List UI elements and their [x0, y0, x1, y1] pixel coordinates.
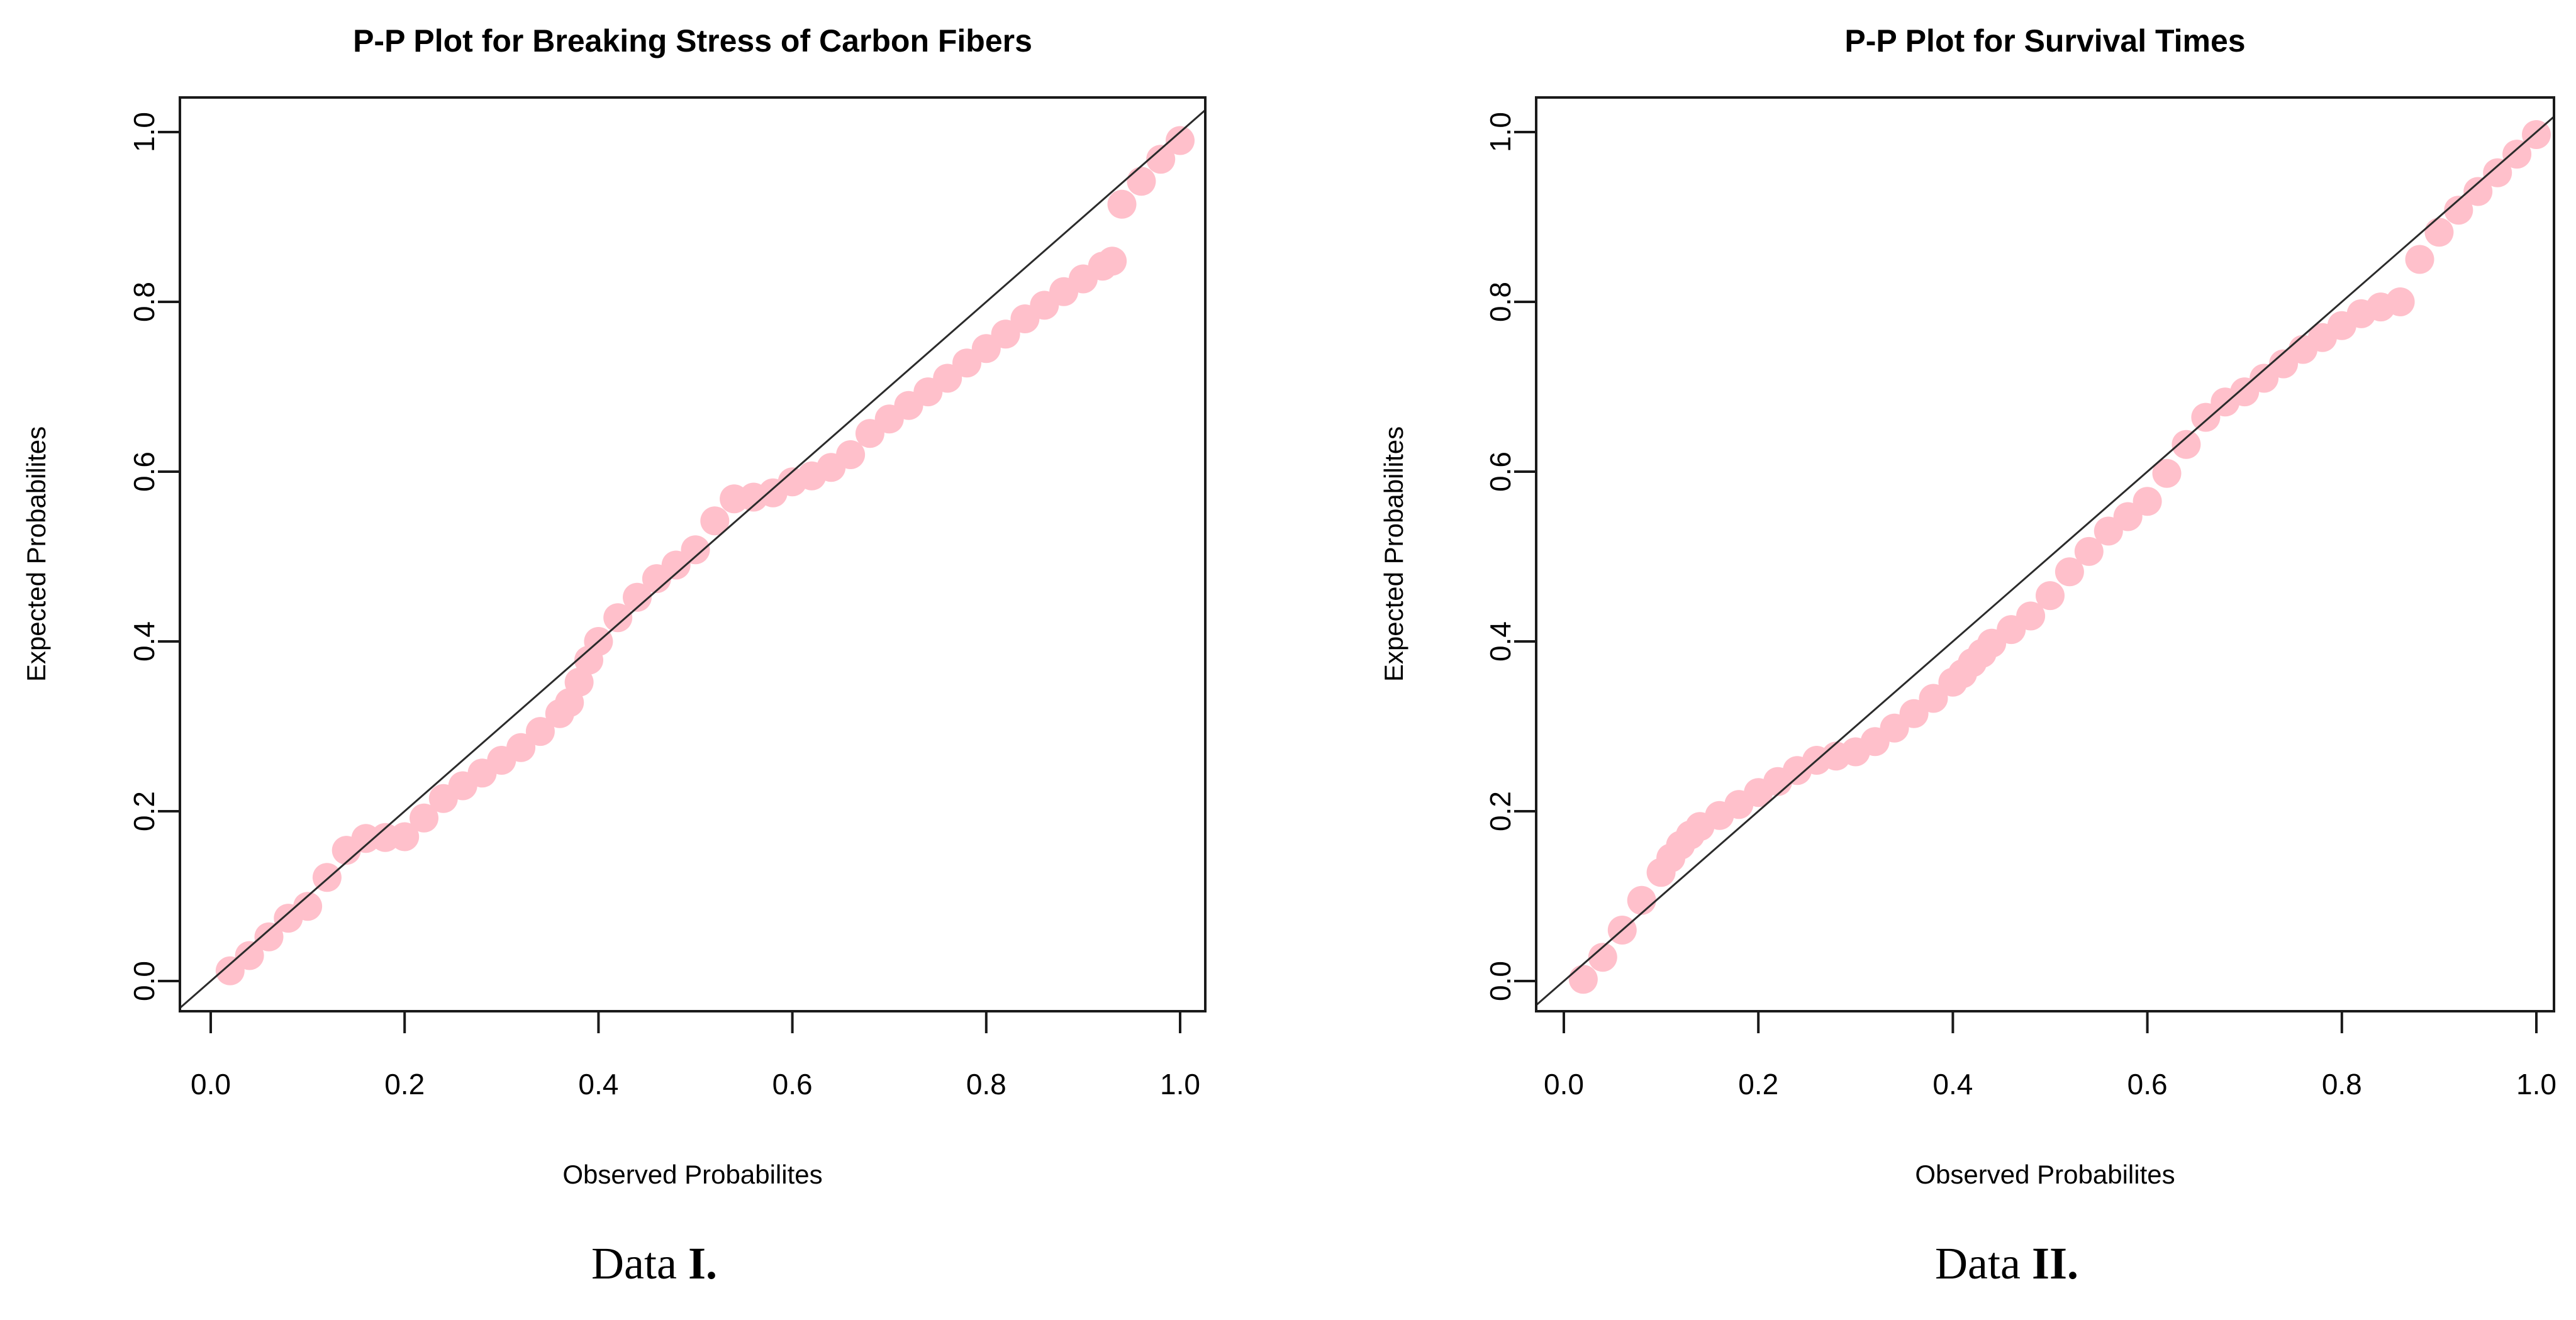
data-point: [235, 941, 264, 970]
data-point: [2152, 458, 2182, 488]
data-point: [293, 892, 323, 921]
data-point: [2074, 536, 2104, 566]
data-point: [836, 440, 866, 469]
data-point: [2016, 601, 2046, 631]
data-point: [215, 956, 245, 985]
data-point: [2424, 218, 2454, 247]
data-point: [410, 803, 438, 833]
x-axis: 0.0 0.2 0.4 0.6 0.8 1.0: [1544, 1011, 2556, 1101]
x-axis-label: Observed Probabilites: [1915, 1160, 2175, 1189]
x-tick-label: 0.2: [1738, 1068, 1778, 1101]
pp-plot-survival-times: 0.0 0.2 0.4 0.6 0.8 1.0 0.0 0.2 0.4 0.6 0.8 1.0 P-…: [1379, 23, 2556, 1189]
data-point: [2483, 158, 2512, 187]
data-point: [661, 550, 691, 580]
scatter-points-left: [215, 126, 1195, 985]
data-point: [2444, 196, 2473, 225]
y-tick-label: 0.6: [128, 452, 160, 492]
y-tick-label: 0.4: [1484, 621, 1517, 662]
data-point: [1588, 943, 1617, 972]
plot-box: [179, 96, 1207, 1012]
y-tick-label: 0.8: [128, 282, 160, 322]
caption-word: Data: [591, 1238, 677, 1289]
plot-title: P-P Plot for Breaking Stress of Carbon F…: [353, 23, 1032, 58]
scatter-points-right: [1568, 120, 2551, 994]
data-point: [1107, 189, 1137, 219]
data-point: [2522, 120, 2551, 149]
data-point: [700, 506, 730, 536]
y-tick-label: 0.6: [1484, 452, 1517, 492]
y-tick-label: 1.0: [128, 112, 160, 152]
y-tick-label: 0.2: [128, 791, 160, 831]
y-tick-label: 1.0: [1484, 112, 1517, 152]
x-tick-label: 0.8: [966, 1068, 1006, 1101]
caption-word: Data: [1935, 1238, 2021, 1289]
data-point: [390, 822, 420, 851]
x-tick-label: 0.8: [2322, 1068, 2362, 1101]
y-tick-label: 0.0: [128, 961, 160, 1001]
y-tick-label: 0.8: [1484, 282, 1517, 322]
x-axis-label: Observed Probabilites: [562, 1160, 822, 1189]
y-tick-label: 0.2: [1484, 791, 1517, 831]
data-point: [1899, 699, 1929, 728]
y-tick-label: 0.0: [1484, 961, 1517, 1001]
data-point: [1568, 965, 1598, 994]
x-tick-label: 0.4: [1932, 1068, 1973, 1101]
data-point: [525, 717, 555, 746]
data-point: [1146, 145, 1176, 174]
data-point: [506, 733, 536, 762]
y-axis-label: Expected Probabilites: [21, 426, 51, 682]
data-point: [933, 363, 962, 393]
caption-data-1: Data I.: [0, 1238, 1308, 1307]
plot-box: [1535, 96, 2555, 1012]
data-point: [254, 922, 284, 951]
data-point: [1627, 885, 1656, 915]
y-axis: 0.0 0.2 0.4 0.6 0.8 1.0: [128, 112, 180, 1001]
x-tick-label: 0.4: [578, 1068, 618, 1101]
data-point: [1127, 167, 1156, 196]
data-point: [1098, 247, 1127, 276]
caption-numeral: I.: [688, 1238, 717, 1289]
data-point: [2133, 487, 2162, 516]
pp-plot-breaking-stress: 0.0 0.2 0.4 0.6 0.8 1.0 0.0 0.2 0.4 0.6 0.8 1.0 P-…: [21, 23, 1207, 1189]
data-point: [681, 535, 710, 565]
x-tick-label: 1.0: [1160, 1068, 1200, 1101]
data-point: [2463, 177, 2493, 206]
data-point: [2191, 402, 2221, 432]
data-point: [2405, 245, 2434, 274]
y-tick-label: 0.4: [128, 621, 160, 662]
plot-title: P-P Plot for Survival Times: [1844, 23, 2245, 58]
x-axis: 0.0 0.2 0.4 0.6 0.8 1.0: [191, 1011, 1200, 1101]
x-tick-label: 0.6: [772, 1068, 813, 1101]
identity-line: [179, 109, 1206, 1009]
data-point: [2172, 430, 2201, 459]
y-axis: 0.0 0.2 0.4 0.6 0.8 1.0: [1484, 112, 1536, 1001]
x-tick-label: 1.0: [2516, 1068, 2556, 1101]
data-point: [2113, 502, 2143, 531]
x-tick-label: 0.0: [1544, 1068, 1584, 1101]
data-point: [1166, 126, 1195, 155]
y-axis-label: Expected Probabilites: [1379, 426, 1408, 682]
x-tick-label: 0.0: [191, 1068, 231, 1101]
x-tick-label: 0.2: [384, 1068, 425, 1101]
data-point: [2385, 287, 2415, 316]
caption-numeral: II.: [2031, 1238, 2078, 1289]
data-point: [1919, 684, 1948, 713]
data-point: [2036, 581, 2065, 611]
data-point: [623, 582, 652, 612]
data-point: [2055, 557, 2084, 587]
data-point: [991, 319, 1020, 349]
x-tick-label: 0.6: [2127, 1068, 2168, 1101]
identity-line: [1536, 116, 2555, 1006]
data-point: [564, 667, 594, 697]
caption-data-2: Data II.: [1359, 1238, 2576, 1307]
data-point: [2502, 140, 2532, 169]
data-point: [603, 603, 633, 633]
